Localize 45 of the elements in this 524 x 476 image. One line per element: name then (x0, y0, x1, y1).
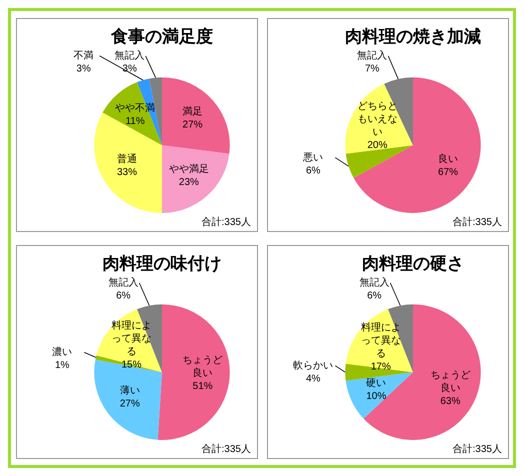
data-label: 1% (54, 360, 70, 371)
data-label: 10% (366, 390, 386, 402)
data-label: 33% (116, 166, 137, 178)
data-label: 6% (366, 290, 382, 302)
slice-label: 不満 (73, 49, 94, 62)
slice-label: 無記入 (358, 276, 389, 288)
data-label: 20% (366, 139, 387, 150)
data-label: 27% (119, 398, 140, 409)
slice-label: どちらともいえない (356, 100, 397, 138)
text: 合計:335人 (201, 215, 250, 228)
chart-title: 肉料理の味付け (102, 253, 221, 272)
slice-label: 良い (438, 152, 458, 165)
data-label: 6% (116, 290, 130, 302)
slice-label: 無記入 (108, 276, 138, 288)
slice-label: 薄い (119, 384, 140, 396)
slice-label: 硬い (366, 377, 386, 388)
slice-label: 無記入 (356, 49, 387, 62)
data-label: 11% (124, 115, 144, 126)
data-label: 6% (305, 164, 320, 176)
text: 合計:335人 (452, 442, 502, 454)
slice-label: 悪い (302, 152, 323, 163)
text: 合計:335人 (452, 215, 502, 228)
data-label: 7% (364, 63, 380, 74)
data-label: 3% (122, 63, 136, 74)
data-label: 17% (370, 361, 390, 372)
slice-label: 料理によって異なる (360, 321, 400, 360)
data-label: 51% (192, 380, 212, 392)
slice-label: 濃い (52, 346, 72, 358)
slice-label: 普通 (116, 152, 136, 165)
data-label: 63% (440, 396, 460, 407)
chart-title: 肉料理の焼き加減 (344, 26, 480, 46)
data-label: 67% (438, 166, 458, 178)
slice-label: ちょうど良い (182, 354, 222, 379)
slice-label: 軟らかい (292, 360, 333, 371)
data-label: 4% (305, 372, 320, 384)
chart-title: 食事の満足度 (110, 26, 212, 46)
data-label: 27% (182, 119, 202, 130)
slice-label: ちょうど良い (430, 370, 470, 394)
text: 合計:335人 (201, 442, 250, 454)
chart-title: 肉料理の硬さ (362, 253, 464, 272)
slice-label: 無記入 (114, 49, 144, 62)
slice-label: 満足 (182, 105, 202, 118)
data-label: 3% (76, 63, 90, 74)
data-label: 23% (178, 176, 199, 188)
slice-label: やや満足 (168, 162, 208, 174)
